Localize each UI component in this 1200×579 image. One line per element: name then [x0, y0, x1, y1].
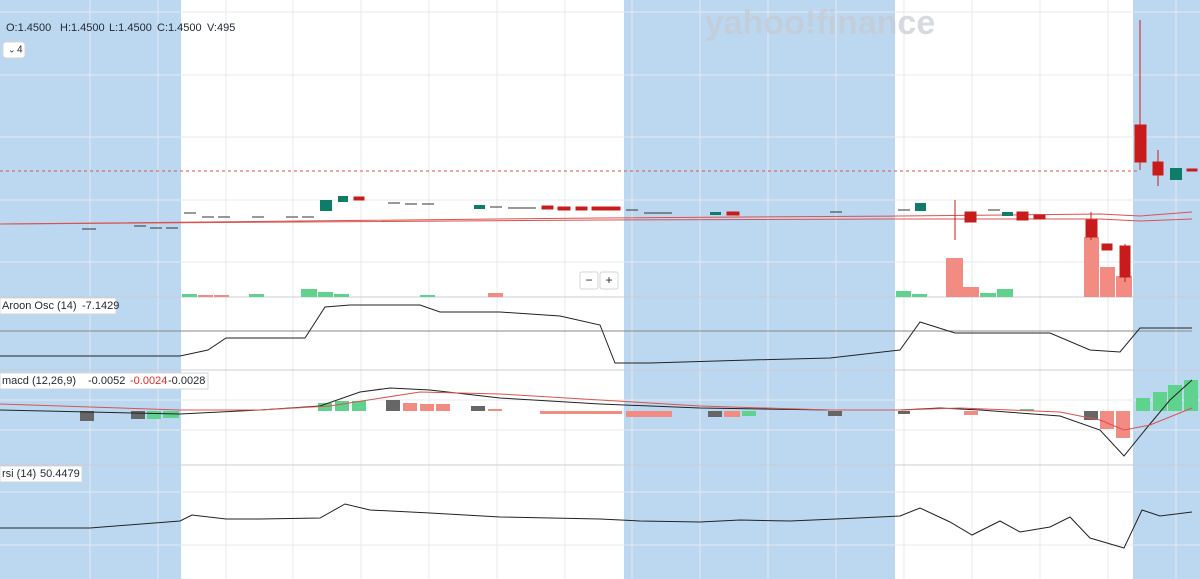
zoom-in-label: + [605, 273, 612, 287]
ohlc-close: C:1.4500 [157, 22, 202, 34]
aroon-label-box [0, 297, 117, 315]
zoom-out-label: − [585, 273, 592, 287]
ohlc-high: H:1.4500 [60, 22, 105, 34]
macd-label: macd (12,26,9) [2, 375, 76, 387]
zoom-out[interactable] [579, 271, 599, 290]
collapse-count: 4 [17, 45, 23, 56]
volume-bars [182, 237, 1132, 297]
signal-line [0, 391, 1193, 431]
macd-hist-value: -0.0028 [168, 375, 205, 387]
aroon-label: Aroon Osc (14) [2, 300, 77, 312]
rsi-line [0, 503, 1193, 549]
moving-average [0, 218, 1193, 225]
watermark: yahoo!finance [705, 4, 935, 42]
rsi-label: rsi (14) [2, 468, 36, 480]
ohlc-low: L:1.4500 [109, 22, 152, 34]
aroon-line [0, 304, 1192, 364]
candles [82, 20, 1198, 282]
rsi-value: 50.4479 [40, 468, 80, 480]
macd-value: -0.0052 [88, 375, 125, 387]
collapse-button[interactable] [2, 41, 26, 59]
macd-label-box [0, 372, 209, 390]
macd-signal-value: -0.0024 [130, 375, 167, 387]
aroon-value: -7.1429 [82, 300, 119, 312]
collapse-chevron: ⌄ [8, 44, 16, 54]
ohlc-volume: V:495 [207, 22, 235, 34]
zoom-in[interactable] [599, 271, 619, 290]
moving-average [0, 211, 1193, 225]
macd-line [0, 379, 1193, 457]
macd-histogram [80, 380, 1198, 438]
rsi-label-box [0, 465, 83, 483]
ohlc-open: O:1.4500 [6, 22, 51, 34]
